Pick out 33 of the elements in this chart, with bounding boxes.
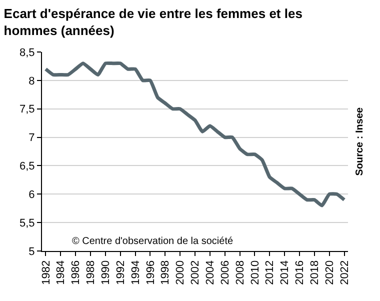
x-tick-label: 2016 — [294, 260, 306, 285]
x-tick-label: 1986 — [70, 260, 82, 285]
y-tick-label: 7,5 — [20, 104, 35, 116]
y-tick-label: 5 — [28, 246, 35, 258]
x-tick-label: 1988 — [85, 260, 98, 285]
y-tick-label: 6,5 — [20, 160, 35, 173]
x-tick-label: 1992 — [114, 260, 127, 285]
x-tick-label: 1990 — [100, 260, 112, 285]
annotation: © Centre d'observation de la société — [72, 236, 234, 247]
y-tick-label: 6 — [28, 188, 35, 201]
chart-title: Ecart d'espérance de vie entre les femmes et les hommes (années) — [4, 6, 302, 38]
x-tick-label: 2006 — [219, 260, 232, 285]
x-tick-label: 1982 — [40, 260, 52, 285]
x-tick-label: 1996 — [144, 260, 157, 285]
x-tick-label: 2022 — [338, 260, 351, 285]
x-tick-label: 2002 — [190, 260, 202, 285]
x-tick-label: 1994 — [130, 260, 142, 285]
x-tick-label: 1984 — [55, 260, 68, 285]
source-note: Source : Insee — [354, 106, 366, 176]
x-tick-label: 2018 — [308, 260, 321, 285]
x-tick-label: 2012 — [264, 260, 276, 285]
y-tick-label: 8,5 — [20, 46, 35, 59]
y-tick-label: 8 — [28, 75, 35, 88]
y-tick-label: 7 — [28, 132, 35, 144]
line-series — [44, 61, 346, 208]
y-tick-label: 5,5 — [20, 217, 35, 230]
x-tick-label: 2010 — [249, 260, 262, 285]
x-tick-label: 2004 — [204, 260, 217, 285]
x-tick-label: 2014 — [279, 260, 292, 285]
x-tick-label: 2000 — [174, 260, 187, 285]
x-tick-label: 2020 — [324, 260, 336, 285]
x-tick-label: 1998 — [160, 260, 172, 285]
x-tick-label: 2008 — [234, 260, 246, 285]
